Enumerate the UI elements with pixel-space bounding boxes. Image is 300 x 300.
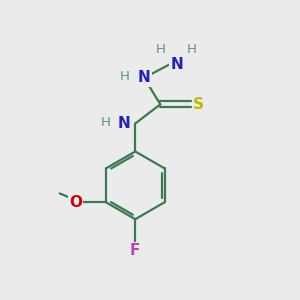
Text: N: N [170,57,183,72]
Text: F: F [130,243,140,258]
Text: H: H [186,43,196,56]
Text: O: O [69,195,82,210]
Text: H: H [120,70,130,83]
Text: H: H [101,116,111,128]
Text: S: S [193,97,204,112]
Text: N: N [138,70,151,86]
Text: H: H [155,43,165,56]
Text: N: N [118,116,130,131]
